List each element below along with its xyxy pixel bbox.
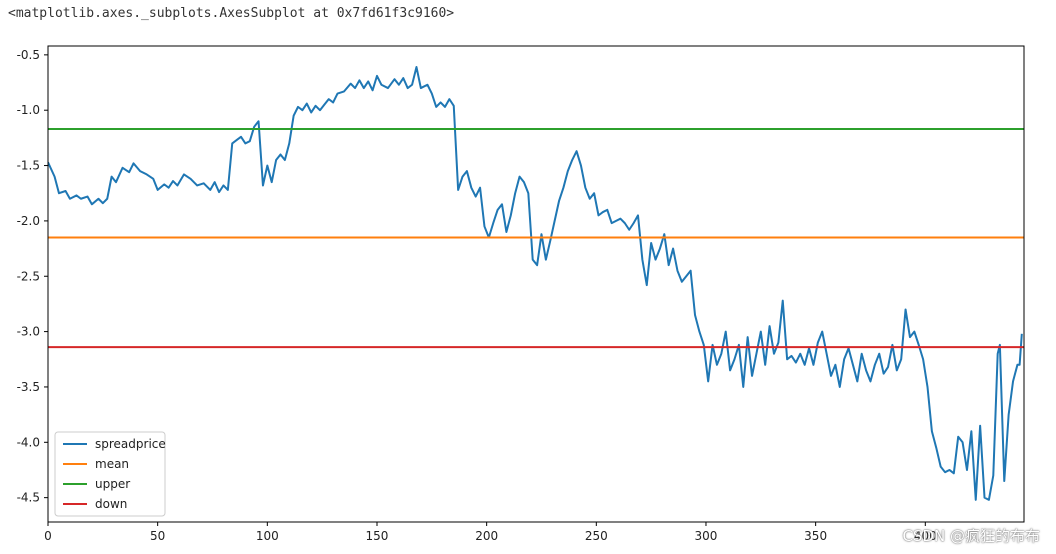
- x-tick-label: 50: [150, 529, 165, 543]
- x-tick-label: 400: [914, 529, 937, 543]
- y-tick-label: -1.0: [17, 103, 40, 117]
- legend-box: [54, 431, 166, 517]
- watermark: CSDN @疯狂的布布: [902, 527, 1040, 545]
- y-tick-label: -2.0: [17, 214, 40, 228]
- legend-label-spreadprice: spreadprice: [95, 437, 166, 451]
- y-tick-label: -0.5: [17, 48, 40, 62]
- x-tick-label: 250: [585, 529, 608, 543]
- y-tick-label: -3.5: [17, 380, 40, 394]
- y-axis: -0.5 -1.0 -1.5 -2.0 -2.5 -3.0 -3.5 -4.0 -4.5: [17, 48, 48, 505]
- x-tick-label: 150: [366, 529, 389, 543]
- legend: spreadprice mean upper down: [54, 431, 166, 517]
- x-tick-label: 100: [256, 529, 279, 543]
- y-tick-label: -1.5: [17, 159, 40, 173]
- y-tick-label: -3.0: [17, 325, 40, 339]
- series-line-spreadprice: [48, 66, 1023, 501]
- x-tick-label: 350: [804, 529, 827, 543]
- x-tick-label: 300: [695, 529, 718, 543]
- y-tick-label: -4.5: [17, 491, 40, 505]
- y-tick-label: -4.0: [17, 435, 40, 449]
- legend-label-upper: upper: [95, 477, 130, 491]
- x-tick-label: 0: [44, 529, 52, 543]
- output-repr-text: <matplotlib.axes._subplots.AxesSubplot a…: [8, 6, 455, 21]
- legend-label-mean: mean: [95, 457, 129, 471]
- x-axis: 0 50 100 150 200 250 300 350 400: [44, 522, 937, 543]
- axes-frame: [47, 45, 1025, 523]
- x-tick-label: 200: [475, 529, 498, 543]
- y-tick-label: -2.5: [17, 269, 40, 283]
- plot-area: [48, 66, 1024, 501]
- legend-label-down: down: [95, 497, 127, 511]
